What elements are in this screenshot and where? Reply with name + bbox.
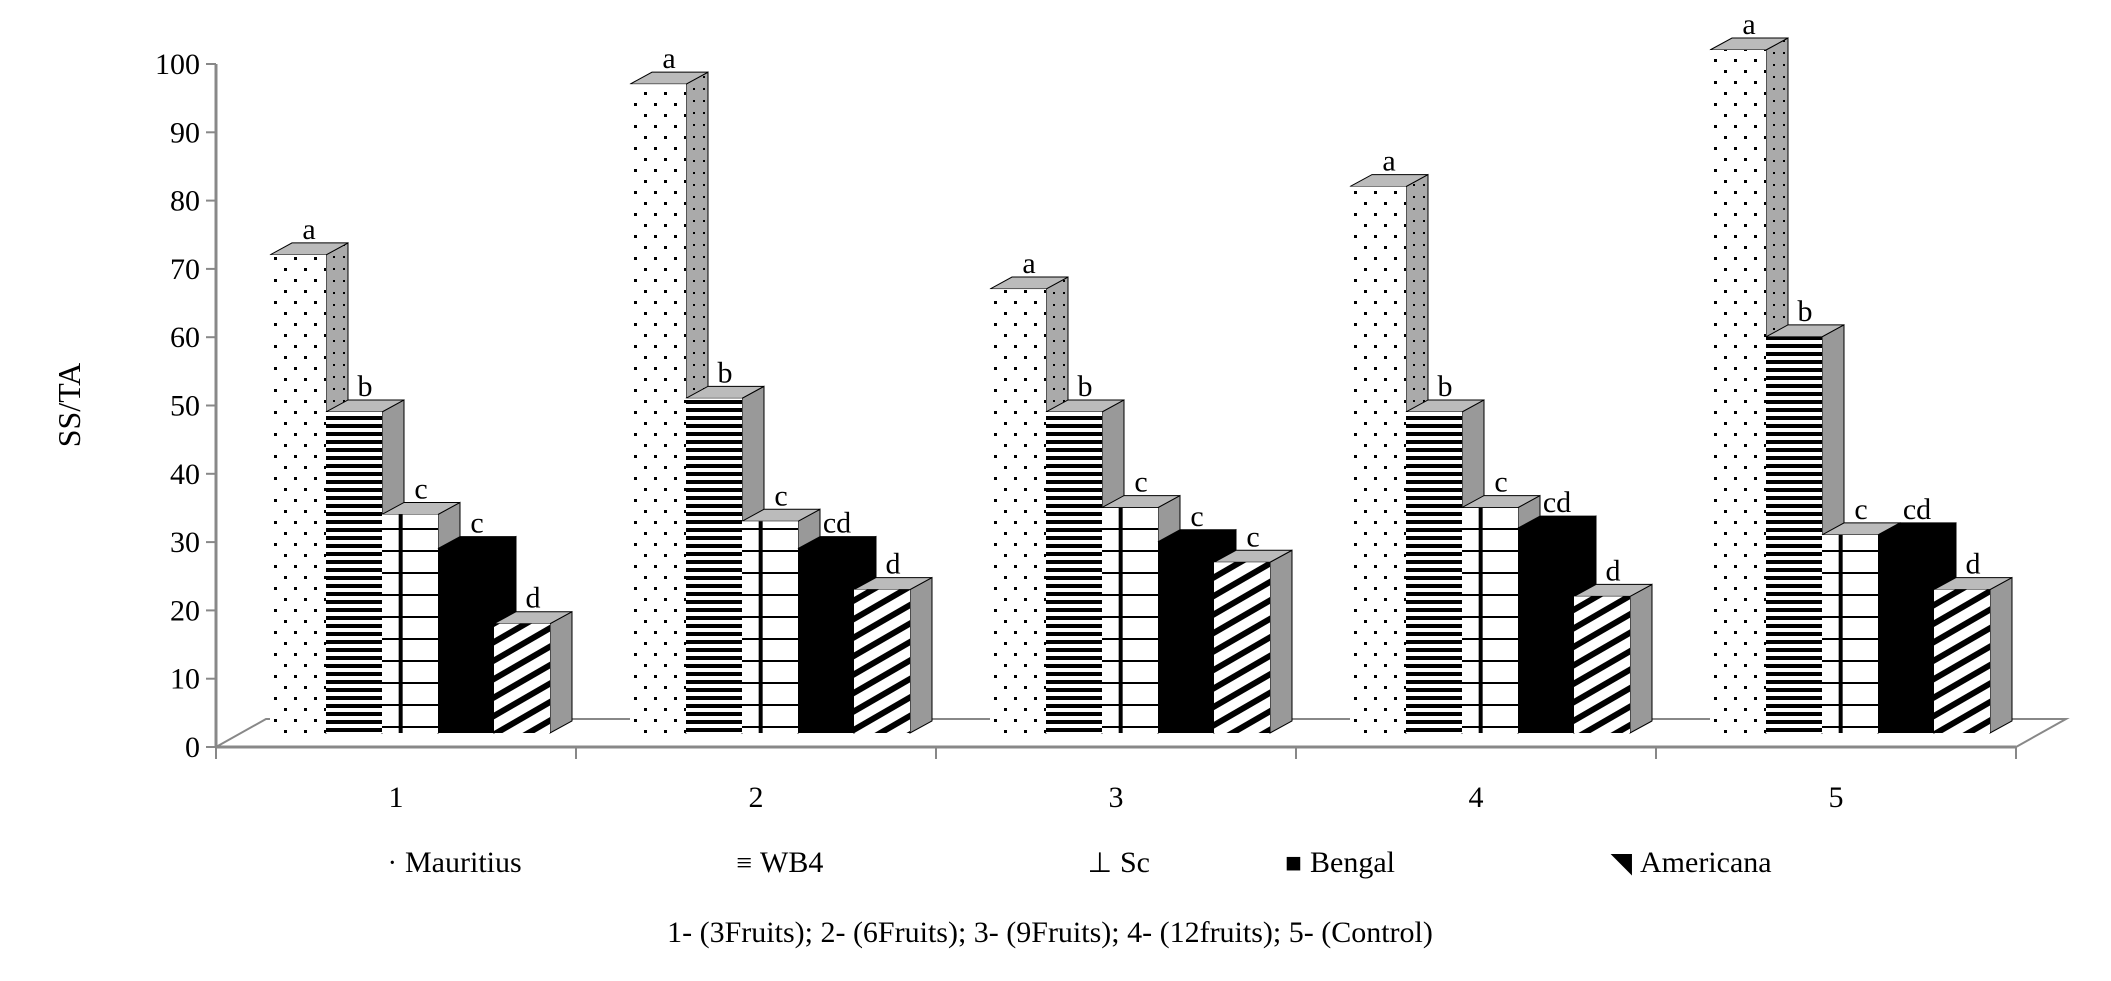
bar-front <box>1046 411 1102 733</box>
y-tick-label: 70 <box>170 253 200 286</box>
significance-letter: a <box>1742 8 1755 41</box>
y-tick-label: 40 <box>170 458 200 491</box>
bar-americana: c <box>1213 520 1293 734</box>
y-tick-label: 90 <box>170 116 200 149</box>
legend-label: Bengal <box>1310 846 1395 879</box>
legend-item-sc: ⊥ Sc <box>1088 846 1150 879</box>
significance-letter: c <box>1854 493 1867 526</box>
significance-letter: c <box>470 507 483 540</box>
bar-front <box>1350 186 1406 734</box>
bar-front <box>1406 411 1462 733</box>
x-tick-label: 1 <box>389 781 404 814</box>
bar-front <box>1822 534 1878 733</box>
significance-letter: b <box>358 370 373 403</box>
bar-front <box>1462 507 1518 733</box>
x-tick-label: 2 <box>749 781 764 814</box>
bar-front <box>1766 336 1822 733</box>
legend-label: WB4 <box>760 846 823 879</box>
bar-front <box>270 254 326 733</box>
bar-front <box>1518 528 1574 733</box>
chart-caption: 1- (3Fruits); 2- (6Fruits); 3- (9Fruits)… <box>667 916 1433 949</box>
bar-front <box>630 84 686 733</box>
bar-side <box>909 576 933 734</box>
bar-front <box>686 398 742 733</box>
bar-americana: d <box>1933 548 2013 734</box>
significance-letter: c <box>414 472 427 505</box>
bar-wb4: b <box>685 356 765 734</box>
significance-letter: c <box>1246 520 1259 553</box>
significance-letter: c <box>1190 500 1203 533</box>
significance-letter: a <box>1382 145 1395 178</box>
significance-letter: a <box>1022 247 1035 280</box>
bar-americana: d <box>493 582 573 734</box>
bar-front <box>438 548 494 733</box>
bar-front <box>1214 562 1270 733</box>
bar-front <box>1878 534 1934 733</box>
legend-label: Americana <box>1640 846 1772 879</box>
bar-side <box>1269 549 1293 734</box>
significance-letter: d <box>526 582 541 615</box>
bar-front <box>798 548 854 733</box>
significance-letter: b <box>1078 370 1093 403</box>
legend: · Mauritius ≡ WB4 ⊥ Sc ■ Bengal ◥ Americana <box>388 846 1772 879</box>
legend-item-bengal: ■ Bengal <box>1285 846 1395 879</box>
y-tick-label: 30 <box>170 526 200 559</box>
x-tick-label: 3 <box>1109 781 1124 814</box>
x-tick-label: 4 <box>1469 781 1484 814</box>
significance-letter: b <box>718 356 733 389</box>
significance-letter: cd <box>1543 486 1571 519</box>
bar-front <box>742 521 798 733</box>
grid-swatch-icon: ⊥ <box>1088 848 1112 879</box>
bar-front <box>382 514 438 733</box>
significance-letter: c <box>1134 466 1147 499</box>
bar-americana: d <box>853 548 933 734</box>
horizontal-lines-swatch-icon: ≡ <box>736 848 752 879</box>
y-tick-label: 20 <box>170 594 200 627</box>
bar-front <box>494 623 550 733</box>
significance-letter: c <box>774 479 787 512</box>
legend-label: Sc <box>1120 846 1150 879</box>
significance-letter: cd <box>823 507 851 540</box>
solid-black-swatch-icon: ■ <box>1285 848 1302 879</box>
significance-letter: c <box>1494 466 1507 499</box>
bar-bengal: cd <box>1517 486 1597 734</box>
significance-letter: a <box>302 213 315 246</box>
dots-swatch-icon: · <box>388 848 397 879</box>
y-axis-label: SS/TA <box>51 363 87 448</box>
bar-front <box>990 289 1046 733</box>
x-tick-label: 5 <box>1829 781 1844 814</box>
legend-item-wb4: ≡ WB4 <box>736 846 823 879</box>
bar-front <box>854 589 910 733</box>
y-tick-label: 60 <box>170 321 200 354</box>
significance-letter: a <box>662 42 675 75</box>
y-tick-label: 0 <box>185 731 200 764</box>
legend-item-mauritius: · Mauritius <box>388 846 522 879</box>
bar-americana: d <box>1573 554 1653 734</box>
bar-front <box>326 411 382 733</box>
legend-item-americana: ◥ Americana <box>1610 846 1771 879</box>
y-tick-label: 100 <box>155 48 200 81</box>
bar-front <box>1102 507 1158 733</box>
bar-front <box>1158 541 1214 733</box>
bar-side <box>1989 576 2013 734</box>
bar-front <box>1710 50 1766 733</box>
significance-letter: b <box>1438 370 1453 403</box>
significance-letter: cd <box>1903 493 1931 526</box>
y-tick-label: 10 <box>170 663 200 696</box>
significance-letter: d <box>1606 554 1621 587</box>
significance-letter: d <box>886 548 901 581</box>
bar-front <box>1934 589 1990 733</box>
diagonal-stripes-swatch-icon: ◥ <box>1610 848 1632 879</box>
bar-side <box>1629 583 1653 734</box>
bar-front <box>1574 596 1630 733</box>
significance-letter: d <box>1966 548 1981 581</box>
y-tick-label: 80 <box>170 185 200 218</box>
significance-letter: b <box>1798 295 1813 328</box>
bar-side <box>549 610 573 734</box>
legend-label: Mauritius <box>405 846 522 879</box>
y-tick-label: 50 <box>170 390 200 423</box>
